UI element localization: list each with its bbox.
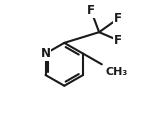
Text: N: N xyxy=(40,47,51,60)
Text: CH₃: CH₃ xyxy=(106,67,128,77)
Text: F: F xyxy=(87,4,95,17)
Text: F: F xyxy=(114,34,122,47)
Text: F: F xyxy=(114,12,122,25)
